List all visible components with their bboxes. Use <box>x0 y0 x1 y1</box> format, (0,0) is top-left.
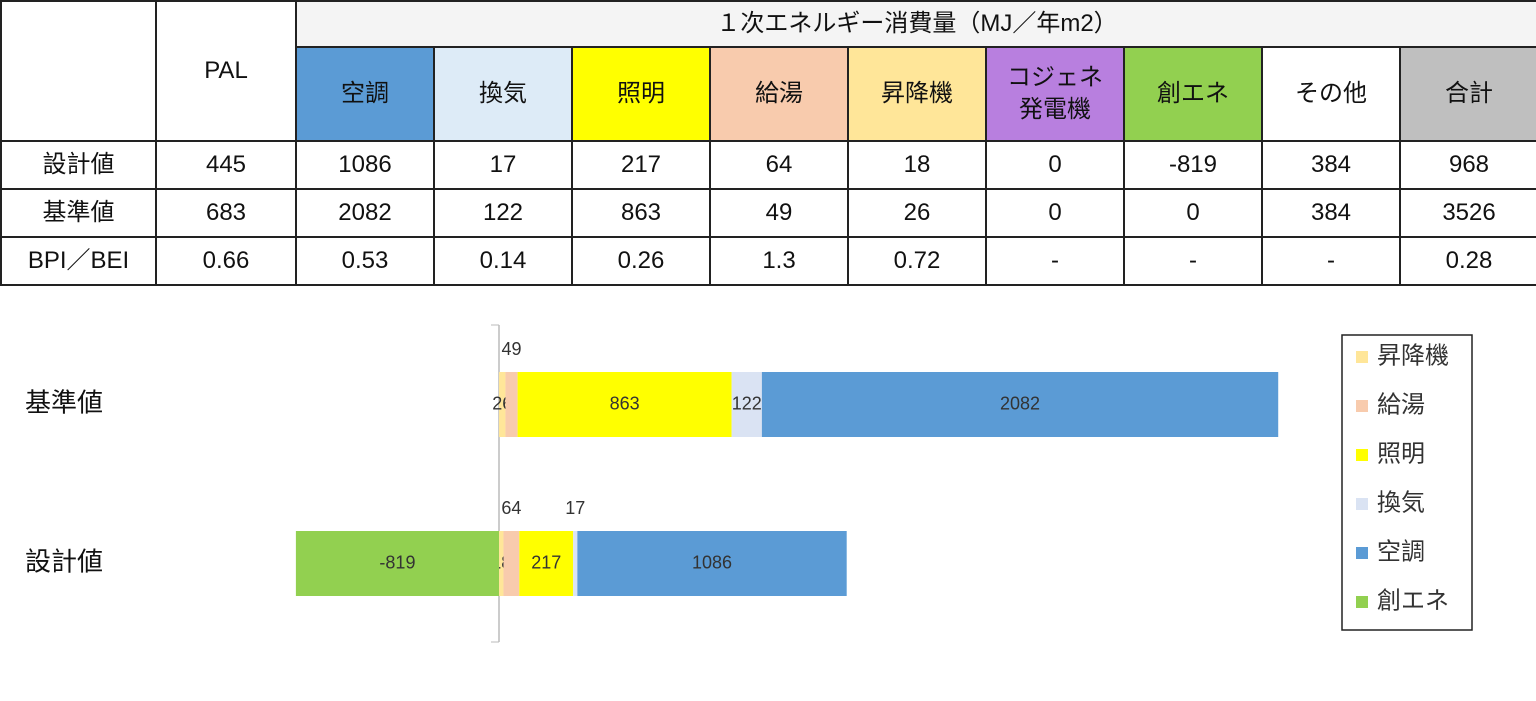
data-label: 17 <box>565 498 585 518</box>
value-cell: 122 <box>433 188 573 238</box>
header-cell: PAL <box>155 0 297 142</box>
bar-segment <box>761 372 1279 437</box>
column-header: 昇降機 <box>847 46 987 142</box>
row-header: BPI／BEI <box>0 236 157 286</box>
row-header: 基準値 <box>0 188 157 238</box>
value-cell: 968 <box>1398 140 1536 190</box>
legend-label: 創エネ <box>1377 587 1449 614</box>
group-header: １次エネルギー消費量（MJ／年m2） <box>294 0 1536 48</box>
data-label: 2082 <box>1000 393 1040 413</box>
value-cell: 49 <box>709 188 849 238</box>
bar-segment <box>573 531 578 596</box>
legend-swatch <box>1356 351 1368 363</box>
legend-box <box>1341 334 1473 631</box>
bar-segment <box>517 372 732 437</box>
value-cell: 863 <box>571 188 711 238</box>
value-cell: 0.14 <box>433 236 573 286</box>
value-cell: - <box>1123 236 1263 286</box>
column-header: 空調 <box>295 46 435 142</box>
bar-segment <box>295 531 499 596</box>
data-label: 122 <box>732 393 762 413</box>
legend-swatch <box>1356 547 1368 559</box>
data-row: 設計値 445 1086 17 217 64 18 0 -819 384 968 <box>0 140 1536 190</box>
corner-cell <box>0 0 157 142</box>
value-cell: 64 <box>709 140 849 190</box>
column-header: コジェネ 発電機 <box>985 46 1125 142</box>
bar-segment <box>731 372 762 437</box>
data-label: 1086 <box>692 552 732 572</box>
energy-table: PAL １次エネルギー消費量（MJ／年m2） 空調 換気 照明 給湯 昇降機 コジェネ 発電機… <box>0 0 1536 286</box>
bar-segment <box>577 531 847 596</box>
value-cell: 0.66 <box>155 236 297 286</box>
value-cell: 1.3 <box>709 236 849 286</box>
legend-swatch <box>1356 400 1368 412</box>
value-cell: 0 <box>1123 188 1263 238</box>
value-cell: 0.28 <box>1398 236 1536 286</box>
bar-segment <box>519 531 574 596</box>
legend-label: 照明 <box>1377 440 1425 467</box>
category-label: 設計値 <box>25 546 103 576</box>
column-header: 給湯 <box>709 46 849 142</box>
legend-label: 空調 <box>1377 538 1425 565</box>
column-header: 照明 <box>571 46 711 142</box>
bar-segment <box>499 531 504 596</box>
data-label: 863 <box>610 393 640 413</box>
value-cell: 17 <box>433 140 573 190</box>
value-cell: -819 <box>1123 140 1263 190</box>
bar-segment <box>503 531 520 596</box>
header-row: PAL １次エネルギー消費量（MJ／年m2） <box>0 0 1536 142</box>
value-cell: 18 <box>847 140 987 190</box>
value-cell: 3526 <box>1398 188 1536 238</box>
category-label: 基準値 <box>25 387 103 417</box>
value-cell: - <box>985 236 1125 286</box>
bar-segment <box>499 372 506 437</box>
legend-label: 換気 <box>1377 489 1425 516</box>
row-header: 設計値 <box>0 140 157 190</box>
data-row: BPI／BEI 0.66 0.53 0.14 0.26 1.3 0.72- - -0.28 <box>0 236 1536 286</box>
legend-swatch <box>1356 449 1368 461</box>
data-label: 64 <box>501 498 521 518</box>
value-cell: 0 <box>985 188 1125 238</box>
value-cell: 384 <box>1261 140 1401 190</box>
value-cell: 26 <box>847 188 987 238</box>
value-cell: 0.72 <box>847 236 987 286</box>
data-row: 基準値 683 2082 122 863 49 26 0 0 384 3526 <box>0 188 1536 238</box>
value-cell: 384 <box>1261 188 1401 238</box>
legend-swatch <box>1356 498 1368 510</box>
value-cell: 0.53 <box>295 236 435 286</box>
value-cell: 1086 <box>295 140 435 190</box>
data-label: 217 <box>531 552 561 572</box>
value-cell: 683 <box>155 188 297 238</box>
data-label: -819 <box>379 552 415 572</box>
legend-label: 昇降機 <box>1377 342 1449 369</box>
data-label: 49 <box>502 339 522 359</box>
column-header: その他 <box>1261 46 1401 142</box>
legend-label: 給湯 <box>1377 391 1425 418</box>
value-cell: 0 <box>985 140 1125 190</box>
value-cell: 2082 <box>295 188 435 238</box>
legend-swatch <box>1356 596 1368 608</box>
value-cell: 445 <box>155 140 297 190</box>
value-cell: 217 <box>571 140 711 190</box>
column-header: 換気 <box>433 46 573 142</box>
value-cell: - <box>1261 236 1401 286</box>
bar-segment <box>505 372 518 437</box>
header-row: 空調 換気 照明 給湯 昇降機 コジェネ 発電機 創エネ その他 合計 <box>1 46 1536 142</box>
column-header: 合計 <box>1398 46 1536 142</box>
value-cell: 0.26 <box>571 236 711 286</box>
column-header: 創エネ <box>1123 46 1263 142</box>
